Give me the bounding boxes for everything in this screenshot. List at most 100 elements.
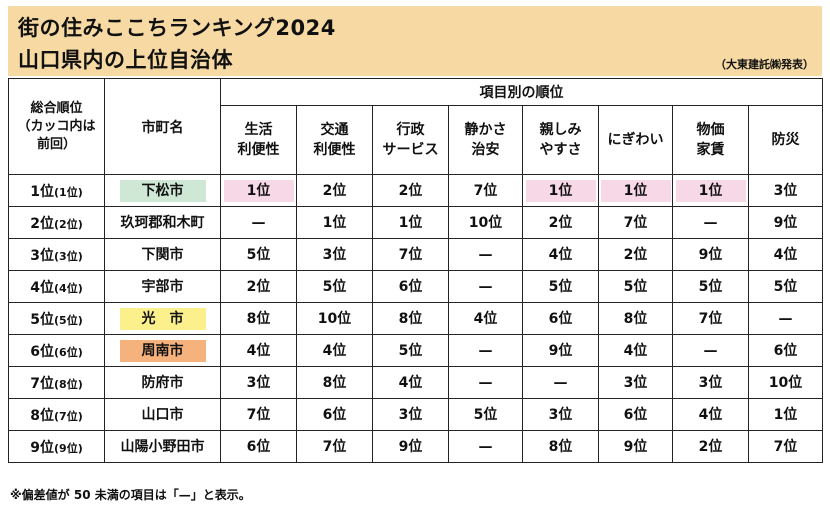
item-rank-value: 6位 — [548, 310, 573, 327]
item-rank-cell: — — [448, 366, 523, 399]
item-header: 物価 家賃 — [672, 105, 749, 175]
item-rank-cell: — — [448, 430, 523, 463]
rank-header-line1: 総合順位 — [30, 100, 83, 116]
item-rank-value: 10位 — [768, 374, 803, 391]
item-rank-cell: 1位 — [296, 206, 373, 239]
item-rank-cell: 7位 — [598, 206, 673, 239]
item-rank-cell: 4位 — [672, 398, 749, 431]
item-rank-value: 6位 — [623, 406, 648, 423]
item-header-line2: 治安 — [471, 142, 500, 158]
item-rank-value: 7位 — [246, 406, 271, 423]
item-header-line1: 生活 — [244, 122, 273, 138]
table-row: 9位(9位) 山陽小野田市 6位 7位 9位 —8位 9位 2位 7位 — [8, 430, 823, 463]
item-rank-cell: 6位 — [220, 430, 297, 463]
item-rank-cell: 4位 — [372, 366, 449, 399]
rank-cell: 2位(2位) — [8, 206, 105, 239]
item-rank-value: 1位 — [525, 179, 596, 202]
item-rank-value: — — [478, 342, 493, 359]
item-rank-value: 8位 — [246, 310, 271, 327]
item-header-line1: 物価 — [696, 122, 725, 138]
item-rank-value: 8位 — [398, 310, 423, 327]
item-rank-cell: 3位 — [522, 398, 599, 431]
item-rank-value: 3位 — [773, 182, 798, 199]
rank-cell: 1位(1位) — [8, 174, 105, 207]
item-header-line1: 交通 — [320, 122, 349, 138]
item-rank-value: 9位 — [548, 342, 573, 359]
item-rank-value: 3位 — [398, 406, 423, 423]
rank-cell: 3位(3位) — [8, 238, 105, 271]
municipality-name: 光 市 — [119, 307, 206, 330]
item-rank-value: 5位 — [623, 278, 648, 295]
item-rank-cell: 2位 — [672, 430, 749, 463]
item-rank-cell: 8位 — [522, 430, 599, 463]
item-rank-value: 7位 — [322, 438, 347, 455]
item-rank-cell: 8位 — [598, 302, 673, 335]
table-row: 7位(8位) 防府市 3位 8位 4位 — — 3位 3位 10位 — [8, 366, 823, 399]
item-rank-value: 2位 — [322, 182, 347, 199]
item-rank-cell: 10位 — [296, 302, 373, 335]
item-rank-value: 5位 — [246, 246, 271, 263]
item-rank-cell: 4位 — [296, 334, 373, 367]
previous-rank: (7位) — [54, 409, 83, 423]
item-header-line2: 利便性 — [237, 142, 280, 158]
item-header: にぎわい — [598, 105, 673, 175]
municipality-name: 下関市 — [141, 246, 184, 263]
item-rank-cell: 5位 — [372, 334, 449, 367]
item-rank-value: 3位 — [246, 374, 271, 391]
item-header-line2: やすさ — [539, 142, 582, 158]
item-rank-cell: 4位 — [448, 302, 523, 335]
item-rank-value: — — [778, 310, 793, 327]
item-rank-value: 7位 — [473, 182, 498, 199]
item-rank-cell: 2位 — [296, 174, 373, 207]
item-rank-value: 9位 — [773, 214, 798, 231]
item-header: 親しみ やすさ — [522, 105, 599, 175]
rank-cell: 9位(9位) — [8, 430, 105, 463]
table-row: 8位(7位) 山口市 7位 6位 3位 5位 3位 6位 4位 1位 — [8, 398, 823, 431]
rank-value: 7位 — [30, 375, 55, 392]
previous-rank: (1位) — [54, 185, 83, 199]
item-rank-cell: 1位 — [748, 398, 823, 431]
ranking-table: 総合順位 （カッコ内は 前回） 市町名 項目別の順位 生活 利便性 交通 利便性 行政サ… — [8, 78, 823, 463]
item-rank-value: 7位 — [698, 310, 723, 327]
item-rank-cell: 9位 — [672, 238, 749, 271]
rank-header-line2: （カッコ内は — [17, 118, 96, 134]
item-rank-cell: 9位 — [598, 430, 673, 463]
item-rank-value: 4位 — [246, 342, 271, 359]
municipality-name: 玖珂郡和木町 — [120, 214, 205, 231]
item-header-line1: 防災 — [771, 132, 800, 148]
item-rank-value: 5位 — [773, 278, 798, 295]
item-rank-cell: 4位 — [748, 238, 823, 271]
item-rank-value: 8位 — [623, 310, 648, 327]
item-rank-value: 4位 — [322, 342, 347, 359]
item-rank-value: 5位 — [473, 406, 498, 423]
item-rank-value: 2位 — [398, 182, 423, 199]
item-rank-value: 4位 — [623, 342, 648, 359]
item-rank-value: 7位 — [623, 214, 648, 231]
rank-value: 3位 — [30, 247, 55, 264]
rank-cell: 4位(4位) — [8, 270, 105, 303]
item-rank-cell: 5位 — [220, 238, 297, 271]
item-rank-value: 6位 — [322, 406, 347, 423]
item-rank-cell: 6位 — [598, 398, 673, 431]
item-rank-cell: 3位 — [372, 398, 449, 431]
item-rank-value: 3位 — [322, 246, 347, 263]
item-rank-cell: 3位 — [296, 238, 373, 271]
item-rank-cell: 3位 — [598, 366, 673, 399]
item-rank-cell: 2位 — [372, 174, 449, 207]
item-rank-value: 9位 — [398, 438, 423, 455]
rank-cell: 6位(6位) — [8, 334, 105, 367]
item-rank-value: 1位 — [398, 214, 423, 231]
item-header: 交通 利便性 — [296, 105, 373, 175]
item-rank-value: 1位 — [600, 179, 671, 202]
municipality-name: 下松市 — [119, 179, 206, 202]
item-rank-cell: — — [672, 206, 749, 239]
item-rank-cell: 1位 — [372, 206, 449, 239]
item-rank-value: 5位 — [398, 342, 423, 359]
item-rank-cell: — — [522, 366, 599, 399]
item-rank-value: 10位 — [468, 214, 503, 231]
item-rank-cell: 8位 — [296, 366, 373, 399]
item-rank-value: 8位 — [548, 438, 573, 455]
previous-rank: (9位) — [54, 441, 83, 455]
rank-value: 5位 — [30, 311, 55, 328]
item-rank-value: 2位 — [623, 246, 648, 263]
